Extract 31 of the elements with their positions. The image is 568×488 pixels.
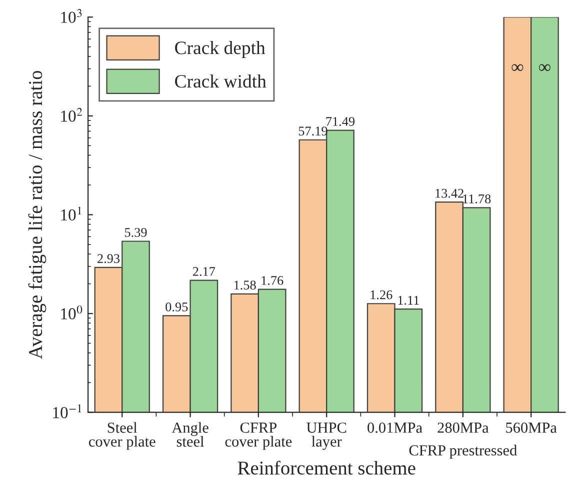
x-tick-label: CFRP cover plate <box>225 422 292 450</box>
data-label: 71.49 <box>326 117 355 126</box>
data-label: 1.76 <box>262 276 284 285</box>
y-tick-label: 10$^{1}$ <box>61 206 82 221</box>
x-axis-title: Reinforcement scheme <box>238 460 416 475</box>
y-tick-label: 10$^{2}$ <box>61 108 82 122</box>
y-tick-label: 10$^{−1}$ <box>53 404 82 418</box>
data-label: 5.39 <box>124 228 147 237</box>
x-tick-label: Angle steel <box>172 422 208 447</box>
x-tick-label: Steel cover plate <box>88 422 156 450</box>
text: CFRP prestressed <box>409 444 517 459</box>
data-label: 1.58 <box>234 280 256 290</box>
legend-label: Crack depth <box>175 41 266 58</box>
data-label: 13.42 <box>436 188 464 198</box>
data-label: 57.19 <box>298 126 328 136</box>
data-label: 0.95 <box>166 302 188 312</box>
x-tick-label: UHPC layer <box>306 422 346 450</box>
data-label: ∞ <box>512 64 524 72</box>
data-label: 2.93 <box>98 254 120 264</box>
data-label: 1.11 <box>398 296 419 305</box>
x-tick-label: 560MPa <box>506 422 557 433</box>
y-axis-title: Average fatigue life ratio / mass ratio <box>28 70 46 360</box>
data-label: 11.78 <box>463 194 491 204</box>
y-tick-label: 10$^{0}$ <box>61 305 82 320</box>
y-tick-label: 10$^{3}$ <box>61 9 82 23</box>
x-tick-label: 280MPa <box>438 422 489 433</box>
data-label: ∞ <box>538 64 550 72</box>
data-label: 2.17 <box>192 267 216 276</box>
x-tick-label: 0.01MPa <box>368 422 422 433</box>
data-label: 1.26 <box>370 290 392 300</box>
legend-label: Crack width <box>175 74 266 88</box>
